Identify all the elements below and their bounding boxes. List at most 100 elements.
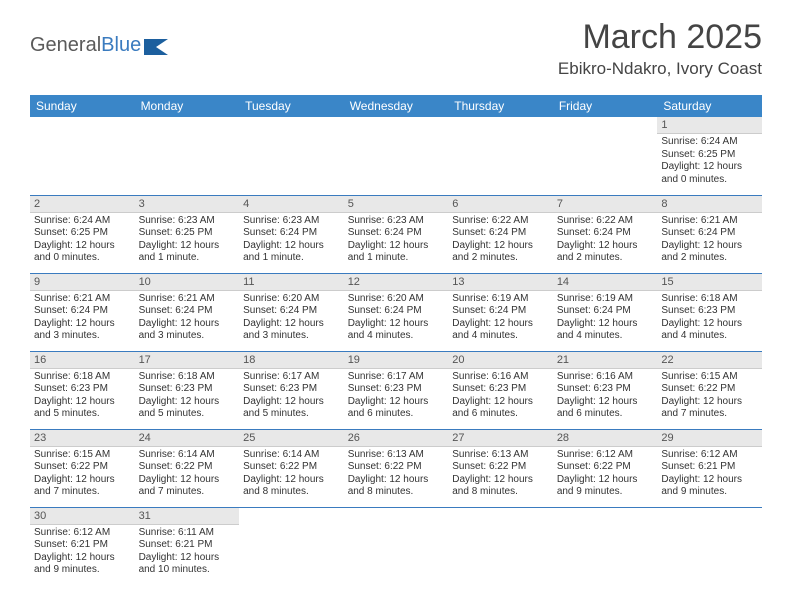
calendar-cell: 26Sunrise: 6:13 AMSunset: 6:22 PMDayligh… bbox=[344, 429, 449, 507]
sunset: Sunset: 6:24 PM bbox=[243, 227, 340, 240]
sunrise: Sunrise: 6:24 AM bbox=[34, 215, 131, 228]
calendar-row: 16Sunrise: 6:18 AMSunset: 6:23 PMDayligh… bbox=[30, 351, 762, 429]
day-number: 2 bbox=[30, 196, 135, 213]
calendar-cell: 16Sunrise: 6:18 AMSunset: 6:23 PMDayligh… bbox=[30, 351, 135, 429]
day-number: 21 bbox=[553, 352, 658, 369]
day-header: Saturday bbox=[657, 95, 762, 117]
day-body: Sunrise: 6:21 AMSunset: 6:24 PMDaylight:… bbox=[657, 213, 762, 269]
day-number: 13 bbox=[448, 274, 553, 291]
sunrise: Sunrise: 6:18 AM bbox=[34, 371, 131, 384]
day-body: Sunrise: 6:14 AMSunset: 6:22 PMDaylight:… bbox=[135, 447, 240, 503]
day-body: Sunrise: 6:19 AMSunset: 6:24 PMDaylight:… bbox=[553, 291, 658, 347]
calendar-cell-empty bbox=[344, 507, 449, 585]
sunrise: Sunrise: 6:12 AM bbox=[661, 449, 758, 462]
day-header: Friday bbox=[553, 95, 658, 117]
calendar-row: 9Sunrise: 6:21 AMSunset: 6:24 PMDaylight… bbox=[30, 273, 762, 351]
day-number: 28 bbox=[553, 430, 658, 447]
day-number: 20 bbox=[448, 352, 553, 369]
sunrise: Sunrise: 6:21 AM bbox=[34, 293, 131, 306]
calendar-cell: 7Sunrise: 6:22 AMSunset: 6:24 PMDaylight… bbox=[553, 195, 658, 273]
day-body: Sunrise: 6:16 AMSunset: 6:23 PMDaylight:… bbox=[448, 369, 553, 425]
day-number: 8 bbox=[657, 196, 762, 213]
sunrise: Sunrise: 6:15 AM bbox=[34, 449, 131, 462]
daylight: Daylight: 12 hours and 4 minutes. bbox=[661, 318, 758, 343]
sunrise: Sunrise: 6:23 AM bbox=[243, 215, 340, 228]
sunset: Sunset: 6:23 PM bbox=[243, 383, 340, 396]
calendar-cell: 9Sunrise: 6:21 AMSunset: 6:24 PMDaylight… bbox=[30, 273, 135, 351]
sunset: Sunset: 6:22 PM bbox=[557, 461, 654, 474]
daylight: Daylight: 12 hours and 9 minutes. bbox=[557, 474, 654, 499]
sunset: Sunset: 6:21 PM bbox=[139, 539, 236, 552]
day-number: 9 bbox=[30, 274, 135, 291]
day-number: 26 bbox=[344, 430, 449, 447]
day-header: Wednesday bbox=[344, 95, 449, 117]
daylight: Daylight: 12 hours and 0 minutes. bbox=[661, 161, 758, 186]
daylight: Daylight: 12 hours and 6 minutes. bbox=[452, 396, 549, 421]
sunset: Sunset: 6:21 PM bbox=[661, 461, 758, 474]
sunrise: Sunrise: 6:17 AM bbox=[243, 371, 340, 384]
sunrise: Sunrise: 6:17 AM bbox=[348, 371, 445, 384]
daylight: Daylight: 12 hours and 1 minute. bbox=[348, 240, 445, 265]
sunset: Sunset: 6:24 PM bbox=[139, 305, 236, 318]
sunset: Sunset: 6:25 PM bbox=[139, 227, 236, 240]
daylight: Daylight: 12 hours and 7 minutes. bbox=[139, 474, 236, 499]
sunrise: Sunrise: 6:12 AM bbox=[557, 449, 654, 462]
day-number: 5 bbox=[344, 196, 449, 213]
daylight: Daylight: 12 hours and 3 minutes. bbox=[139, 318, 236, 343]
calendar-cell-empty bbox=[448, 117, 553, 195]
calendar-cell: 29Sunrise: 6:12 AMSunset: 6:21 PMDayligh… bbox=[657, 429, 762, 507]
month-title: March 2025 bbox=[558, 18, 762, 57]
calendar-head: SundayMondayTuesdayWednesdayThursdayFrid… bbox=[30, 95, 762, 117]
day-number: 14 bbox=[553, 274, 658, 291]
day-number: 3 bbox=[135, 196, 240, 213]
sunrise: Sunrise: 6:13 AM bbox=[348, 449, 445, 462]
sunset: Sunset: 6:22 PM bbox=[348, 461, 445, 474]
calendar-cell: 3Sunrise: 6:23 AMSunset: 6:25 PMDaylight… bbox=[135, 195, 240, 273]
day-body: Sunrise: 6:16 AMSunset: 6:23 PMDaylight:… bbox=[553, 369, 658, 425]
calendar-cell: 15Sunrise: 6:18 AMSunset: 6:23 PMDayligh… bbox=[657, 273, 762, 351]
sunrise: Sunrise: 6:21 AM bbox=[139, 293, 236, 306]
logo: GeneralBlue bbox=[30, 34, 170, 57]
day-body: Sunrise: 6:15 AMSunset: 6:22 PMDaylight:… bbox=[30, 447, 135, 503]
sunset: Sunset: 6:23 PM bbox=[661, 305, 758, 318]
day-body: Sunrise: 6:18 AMSunset: 6:23 PMDaylight:… bbox=[30, 369, 135, 425]
day-number: 12 bbox=[344, 274, 449, 291]
sunset: Sunset: 6:23 PM bbox=[139, 383, 236, 396]
sunset: Sunset: 6:24 PM bbox=[557, 305, 654, 318]
header: GeneralBlue March 2025 Ebikro-Ndakro, Iv… bbox=[0, 0, 792, 87]
sunrise: Sunrise: 6:22 AM bbox=[452, 215, 549, 228]
sunset: Sunset: 6:23 PM bbox=[557, 383, 654, 396]
sunrise: Sunrise: 6:23 AM bbox=[139, 215, 236, 228]
day-body: Sunrise: 6:24 AMSunset: 6:25 PMDaylight:… bbox=[657, 134, 762, 190]
sunrise: Sunrise: 6:13 AM bbox=[452, 449, 549, 462]
daylight: Daylight: 12 hours and 3 minutes. bbox=[243, 318, 340, 343]
calendar-cell: 31Sunrise: 6:11 AMSunset: 6:21 PMDayligh… bbox=[135, 507, 240, 585]
calendar-table: SundayMondayTuesdayWednesdayThursdayFrid… bbox=[30, 95, 762, 585]
day-header: Tuesday bbox=[239, 95, 344, 117]
sunrise: Sunrise: 6:15 AM bbox=[661, 371, 758, 384]
sunset: Sunset: 6:22 PM bbox=[139, 461, 236, 474]
day-body: Sunrise: 6:13 AMSunset: 6:22 PMDaylight:… bbox=[448, 447, 553, 503]
calendar-row: 2 Sunrise: 6:24 AM Sunset: 6:25 PM Daylight… bbox=[30, 195, 762, 273]
daylight: Daylight: 12 hours and 4 minutes. bbox=[348, 318, 445, 343]
daylight: Daylight: 12 hours and 5 minutes. bbox=[34, 396, 131, 421]
daylight: Daylight: 12 hours and 4 minutes. bbox=[557, 318, 654, 343]
calendar-cell: 30Sunrise: 6:12 AMSunset: 6:21 PMDayligh… bbox=[30, 507, 135, 585]
day-body: Sunrise: 6:13 AMSunset: 6:22 PMDaylight:… bbox=[344, 447, 449, 503]
logo-flag-icon bbox=[144, 37, 170, 55]
day-body: Sunrise: 6:20 AMSunset: 6:24 PMDaylight:… bbox=[344, 291, 449, 347]
day-body: Sunrise: 6:14 AMSunset: 6:22 PMDaylight:… bbox=[239, 447, 344, 503]
calendar-body: 1Sunrise: 6:24 AMSunset: 6:25 PMDaylight… bbox=[30, 117, 762, 585]
day-number: 30 bbox=[30, 508, 135, 525]
calendar-cell: 23Sunrise: 6:15 AMSunset: 6:22 PMDayligh… bbox=[30, 429, 135, 507]
day-body: Sunrise: 6:22 AMSunset: 6:24 PMDaylight:… bbox=[448, 213, 553, 269]
day-body: Sunrise: 6:19 AMSunset: 6:24 PMDaylight:… bbox=[448, 291, 553, 347]
calendar-cell: 11Sunrise: 6:20 AMSunset: 6:24 PMDayligh… bbox=[239, 273, 344, 351]
daylight: Daylight: 12 hours and 5 minutes. bbox=[243, 396, 340, 421]
sunrise: Sunrise: 6:14 AM bbox=[243, 449, 340, 462]
day-body: Sunrise: 6:17 AMSunset: 6:23 PMDaylight:… bbox=[344, 369, 449, 425]
calendar-cell-empty bbox=[344, 117, 449, 195]
day-number: 29 bbox=[657, 430, 762, 447]
day-body: Sunrise: 6:22 AMSunset: 6:24 PMDaylight:… bbox=[553, 213, 658, 269]
day-number: 25 bbox=[239, 430, 344, 447]
